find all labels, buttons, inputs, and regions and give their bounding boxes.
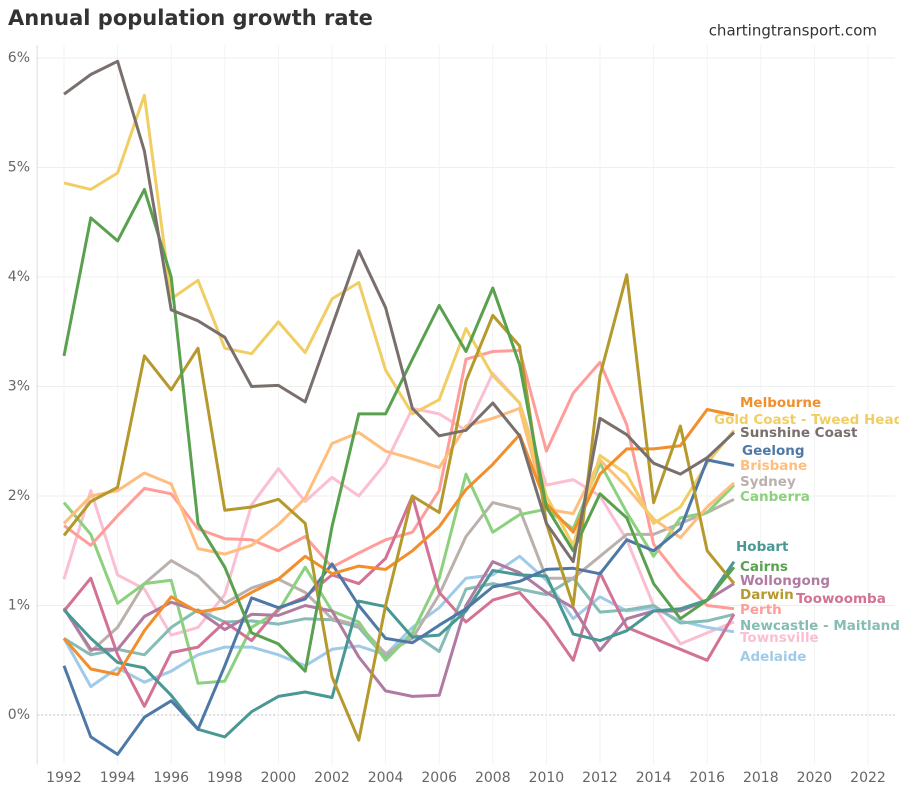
x-tick-label: 2006	[421, 770, 457, 786]
chart-title: Annual population growth rate	[8, 6, 373, 30]
y-tick-label: 6%	[8, 50, 30, 66]
series-line	[62, 461, 736, 685]
legend-label: Hobart	[736, 539, 789, 555]
y-tick-label: 5%	[8, 160, 30, 176]
legend-label: Darwin	[740, 587, 794, 603]
series-line	[62, 187, 736, 673]
x-tick-label: 1998	[207, 770, 243, 786]
legend-label: Townsville	[740, 630, 819, 646]
x-tick-label: 2018	[743, 770, 779, 786]
legend-label: Gold Coast - Tweed Heads	[714, 412, 899, 428]
series-line	[63, 93, 736, 547]
x-tick-label: 1996	[153, 770, 189, 786]
legend-label: Cairns	[740, 559, 788, 575]
y-tick-label: 3%	[8, 379, 30, 395]
x-tick-label: 2014	[636, 770, 672, 786]
series-line	[62, 371, 735, 646]
x-tick-label: 2004	[368, 770, 404, 786]
legend-label: Perth	[740, 602, 782, 618]
legend-label: Melbourne	[740, 395, 821, 411]
series-line	[63, 348, 735, 611]
x-tick-label: 1994	[100, 770, 136, 786]
x-tick-label: 2010	[529, 770, 565, 786]
x-tick-label: 1992	[46, 770, 82, 786]
y-tick-label: 4%	[8, 269, 30, 285]
legend-label: Adelaide	[740, 649, 806, 665]
legend-label: Toowoomba	[796, 591, 886, 607]
series-line	[62, 560, 735, 698]
x-tick-label: 2016	[689, 770, 725, 786]
x-tick-label: 2012	[582, 770, 618, 786]
x-tick-label: 2022	[850, 770, 886, 786]
series-line	[62, 406, 736, 556]
x-tick-label: 2020	[797, 770, 833, 786]
legend-label: Geelong	[742, 443, 805, 459]
y-tick-label: 1%	[8, 598, 30, 614]
series-line	[62, 408, 735, 676]
x-tick-label: 2000	[261, 770, 297, 786]
series-line	[63, 59, 736, 564]
y-tick-label: 2%	[8, 488, 30, 504]
y-tick-label: 0%	[8, 707, 30, 723]
legend-label: Canberra	[740, 489, 810, 505]
series-line	[62, 458, 735, 756]
series-line	[62, 273, 736, 742]
source: chartingtransport.com	[709, 22, 877, 40]
series-line	[62, 494, 736, 708]
legend-label: Sydney	[740, 474, 796, 490]
x-tick-label: 2008	[475, 770, 511, 786]
legend-label: Wollongong	[740, 573, 830, 589]
legend-label: Sunshine Coast	[740, 425, 858, 441]
legend-label: Newcastle - Maitland	[740, 618, 899, 634]
x-tick-label: 2002	[314, 770, 350, 786]
series-line	[62, 560, 736, 739]
legend-label: Brisbane	[740, 458, 807, 474]
